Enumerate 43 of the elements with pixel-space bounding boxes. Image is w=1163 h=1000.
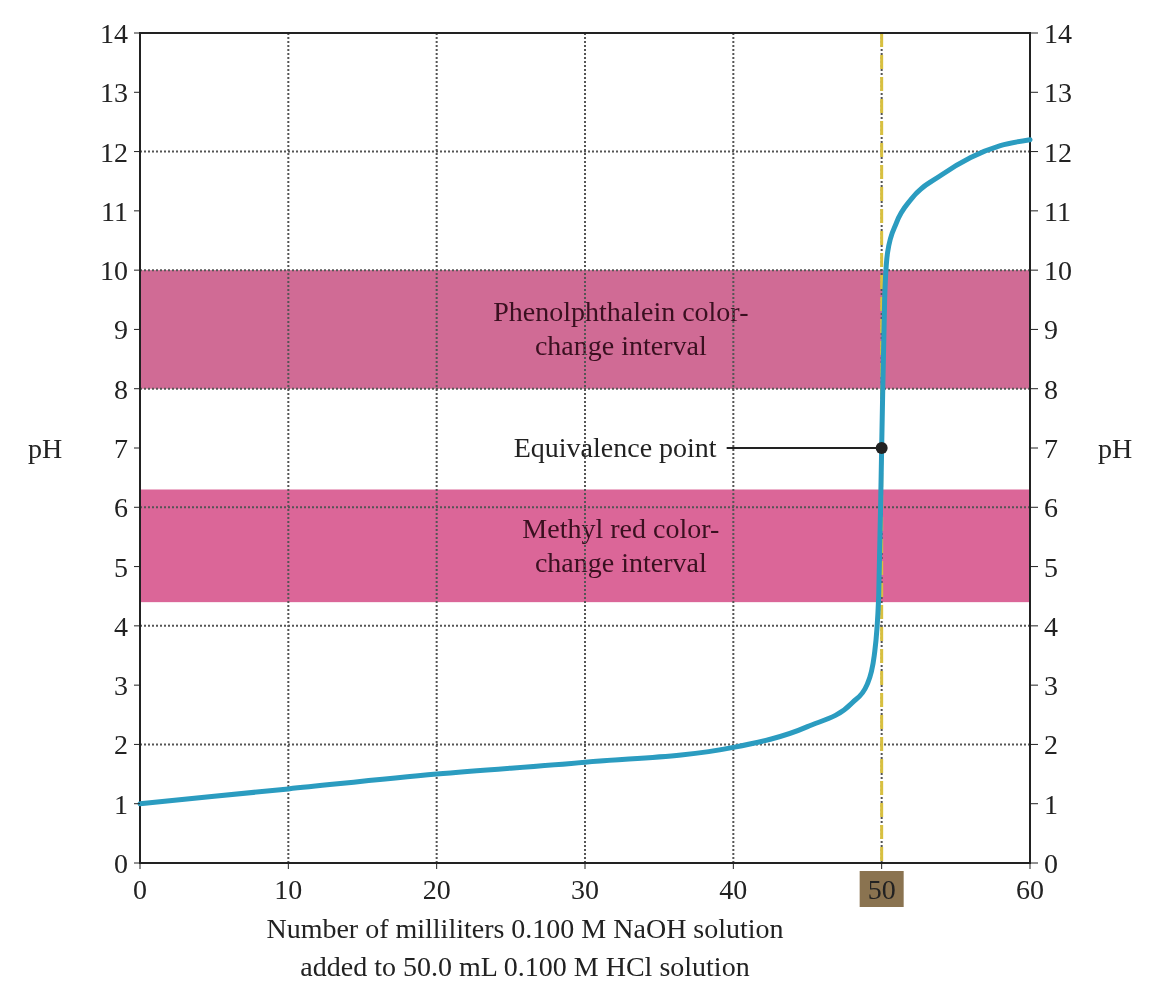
x-tick-label: 20 [422,874,451,905]
y2-axis-title: pH [1098,433,1133,464]
x-tick-label: 40 [719,874,748,905]
y2-tick-label: 6 [1044,492,1058,524]
y-tick-label: 10 [100,255,128,287]
y2-tick-label: 13 [1044,77,1072,109]
y2-tick-label: 14 [1044,18,1072,49]
y2-tick-label: 1 [1044,788,1058,820]
y-tick-label: 2 [114,729,128,761]
y-tick-label: 8 [114,373,128,405]
x-tick-label: 10 [274,874,303,905]
y-tick-label: 4 [114,610,128,642]
y-tick-label: 14 [100,18,128,49]
y2-tick-label: 11 [1044,195,1071,227]
y2-tick-label: 9 [1044,314,1058,346]
y-tick-label: 7 [114,433,128,464]
y2-tick-label: 12 [1044,136,1072,168]
band-label: Methyl red color- change interval [522,512,720,578]
x-tick-label: 60 [1016,874,1044,905]
x-axis-title: Number of milliliters 0.100 M NaOH solution added to 50.0 mL 0.100 M HCl solution [266,913,784,982]
x-tick-label: 50 [867,874,896,905]
y2-tick-label: 2 [1044,729,1058,761]
y-tick-label: 11 [101,195,128,227]
y2-tick-label: 10 [1044,255,1072,287]
annotation: Equivalence point [513,432,717,463]
band-label: Phenolphthalein color- change interval [493,296,749,362]
x-tick-label: 30 [571,874,599,905]
y-tick-label: 0 [114,848,128,879]
y2-tick-label: 3 [1044,670,1058,702]
y-tick-label: 9 [114,314,128,346]
y2-tick-label: 5 [1044,551,1058,583]
y-tick-label: 1 [114,788,128,820]
y2-tick-label: 8 [1044,373,1058,405]
y2-tick-label: 4 [1044,610,1058,642]
x-tick-label: 0 [133,874,147,905]
y-tick-label: 6 [114,492,128,524]
y-tick-label: 3 [114,670,128,702]
y-tick-label: 5 [114,551,128,583]
y2-tick-label: 0 [1044,848,1058,879]
y2-tick-label: 7 [1044,433,1058,464]
y-axis-title: pH [28,433,63,464]
y-tick-label: 12 [100,136,128,168]
y-tick-label: 13 [100,77,128,109]
